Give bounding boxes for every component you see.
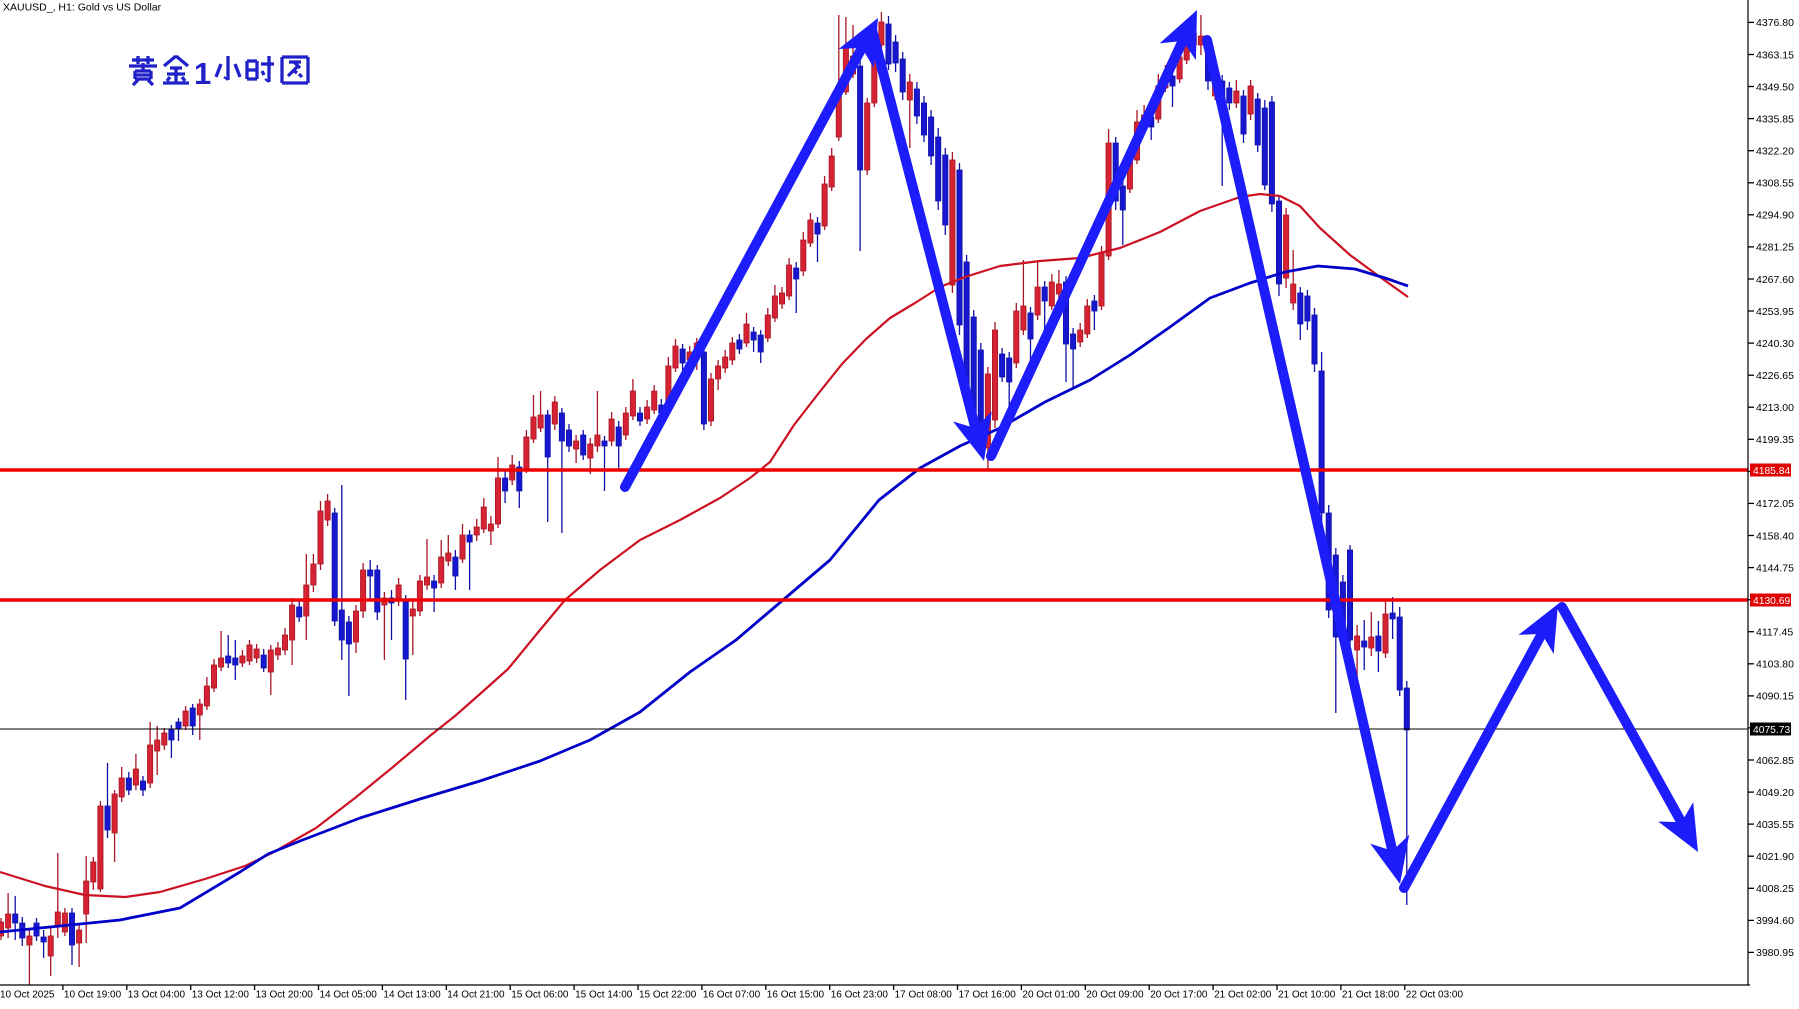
svg-text:4158.40: 4158.40 (1756, 530, 1794, 542)
svg-text:17 Oct 08:00: 17 Oct 08:00 (895, 990, 953, 1001)
svg-text:3994.60: 3994.60 (1756, 915, 1794, 927)
svg-text:22 Oct 03:00: 22 Oct 03:00 (1406, 990, 1464, 1001)
svg-text:4103.80: 4103.80 (1756, 659, 1794, 671)
svg-text:20 Oct 01:00: 20 Oct 01:00 (1022, 990, 1080, 1001)
svg-text:4308.55: 4308.55 (1756, 178, 1794, 190)
svg-text:4335.85: 4335.85 (1756, 113, 1794, 125)
svg-text:15 Oct 06:00: 15 Oct 06:00 (511, 990, 569, 1001)
svg-text:4267.60: 4267.60 (1756, 274, 1794, 286)
svg-text:4253.95: 4253.95 (1756, 306, 1794, 318)
svg-text:4213.00: 4213.00 (1756, 402, 1794, 414)
svg-text:14 Oct 05:00: 14 Oct 05:00 (320, 990, 378, 1001)
svg-text:16 Oct 07:00: 16 Oct 07:00 (703, 990, 761, 1001)
svg-text:15 Oct 14:00: 15 Oct 14:00 (575, 990, 633, 1001)
svg-text:4144.75: 4144.75 (1756, 562, 1794, 574)
svg-text:4281.25: 4281.25 (1756, 242, 1794, 254)
svg-text:4376.80: 4376.80 (1756, 17, 1794, 29)
svg-text:XAUUSD_, H1: Gold vs US Dolla: XAUUSD_, H1: Gold vs US Dollar (3, 2, 162, 14)
svg-text:1: 1 (194, 56, 211, 91)
svg-text:4021.90: 4021.90 (1756, 851, 1794, 863)
svg-text:4172.05: 4172.05 (1756, 498, 1794, 510)
svg-text:4240.30: 4240.30 (1756, 338, 1794, 350)
svg-text:3980.95: 3980.95 (1756, 947, 1794, 959)
svg-text:4117.45: 4117.45 (1756, 627, 1793, 639)
svg-text:13 Oct 04:00: 13 Oct 04:00 (128, 990, 186, 1001)
svg-text:4226.65: 4226.65 (1756, 370, 1794, 382)
svg-text:4090.15: 4090.15 (1756, 691, 1794, 703)
svg-text:4035.55: 4035.55 (1756, 819, 1794, 831)
svg-text:4008.25: 4008.25 (1756, 883, 1794, 895)
svg-text:20 Oct 09:00: 20 Oct 09:00 (1086, 990, 1144, 1001)
svg-text:14 Oct 21:00: 14 Oct 21:00 (447, 990, 505, 1001)
svg-text:4075.73: 4075.73 (1753, 725, 1790, 736)
svg-text:20 Oct 17:00: 20 Oct 17:00 (1150, 990, 1208, 1001)
svg-text:15 Oct 22:00: 15 Oct 22:00 (639, 990, 697, 1001)
svg-text:4049.20: 4049.20 (1756, 787, 1794, 799)
svg-text:10 Oct 19:00: 10 Oct 19:00 (64, 990, 122, 1001)
svg-text:21 Oct 18:00: 21 Oct 18:00 (1342, 990, 1400, 1001)
svg-text:17 Oct 16:00: 17 Oct 16:00 (959, 990, 1017, 1001)
svg-text:16 Oct 15:00: 16 Oct 15:00 (767, 990, 825, 1001)
svg-text:4185.84: 4185.84 (1753, 466, 1790, 477)
svg-text:4294.90: 4294.90 (1756, 210, 1794, 222)
svg-text:16 Oct 23:00: 16 Oct 23:00 (831, 990, 889, 1001)
svg-text:21 Oct 02:00: 21 Oct 02:00 (1214, 990, 1272, 1001)
svg-text:4349.50: 4349.50 (1756, 81, 1794, 93)
svg-text:4322.20: 4322.20 (1756, 146, 1794, 158)
svg-text:21 Oct 10:00: 21 Oct 10:00 (1278, 990, 1336, 1001)
svg-text:4130.69: 4130.69 (1753, 596, 1790, 607)
svg-text:4062.85: 4062.85 (1756, 755, 1794, 767)
svg-text:13 Oct 20:00: 13 Oct 20:00 (256, 990, 314, 1001)
svg-text:14 Oct 13:00: 14 Oct 13:00 (383, 990, 441, 1001)
svg-text:13 Oct 12:00: 13 Oct 12:00 (192, 990, 250, 1001)
svg-text:4199.35: 4199.35 (1756, 434, 1794, 446)
svg-text:4363.15: 4363.15 (1756, 49, 1794, 61)
svg-text:10 Oct 2025: 10 Oct 2025 (0, 990, 55, 1001)
